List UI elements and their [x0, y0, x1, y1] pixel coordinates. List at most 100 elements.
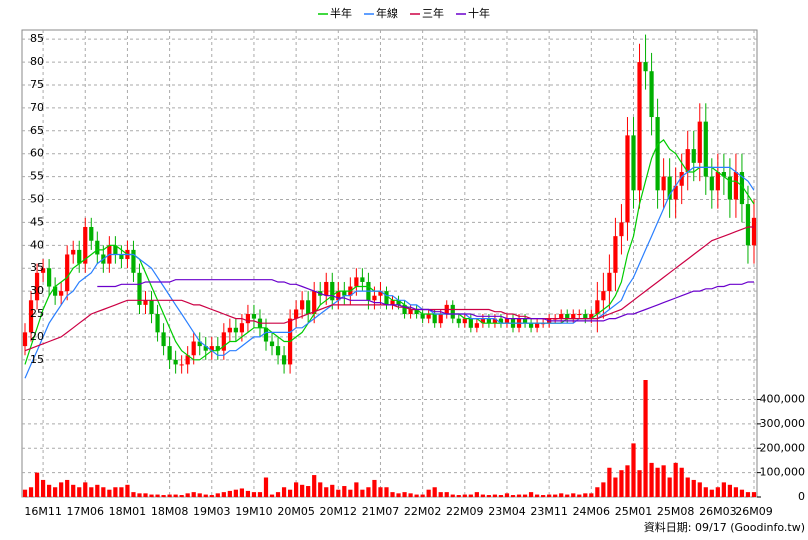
y-tick-label: 65 — [30, 124, 44, 137]
volume-bar — [143, 493, 148, 497]
candle-body — [281, 355, 287, 365]
candle-body — [390, 300, 395, 305]
y-tick-label: 20 — [30, 330, 44, 343]
volume-bar — [269, 494, 275, 497]
candle-body — [185, 355, 190, 365]
candle-body — [77, 249, 82, 264]
candle-body — [22, 332, 28, 347]
candle-body — [577, 314, 582, 316]
candle-body — [306, 300, 311, 315]
volume-bar — [577, 494, 582, 497]
candle-body — [119, 254, 124, 260]
volume-bar — [65, 479, 70, 497]
volume-bar — [733, 487, 739, 497]
candle-body — [113, 245, 118, 255]
volume-bar — [251, 492, 257, 497]
candle-body — [342, 291, 347, 296]
volume-bar — [47, 484, 52, 497]
candle-body — [504, 318, 510, 324]
candle-body — [408, 309, 413, 315]
candle-body — [619, 222, 624, 237]
volume-bar — [595, 487, 600, 497]
candle-body — [131, 249, 136, 273]
y2-tick-label: 400,000 — [760, 393, 806, 406]
volume-bar — [661, 465, 666, 497]
candle-body — [179, 364, 184, 366]
candle-body — [95, 240, 100, 255]
volume-bar — [631, 443, 636, 497]
candle-body — [571, 314, 576, 319]
candle-body — [601, 291, 606, 301]
candle-body — [745, 204, 751, 246]
candle-body — [667, 176, 672, 200]
candle-body — [396, 300, 401, 305]
volume-bar — [643, 380, 648, 497]
y-tick-label: 15 — [30, 353, 44, 366]
x-tick-label: 20M05 — [277, 505, 315, 518]
volume-bar — [215, 493, 220, 497]
volume-bar — [516, 494, 522, 497]
legend-label: 半年 — [330, 6, 352, 20]
volume-bar — [294, 482, 299, 497]
candle-body — [438, 314, 443, 324]
candle-body — [655, 117, 660, 191]
volume-bar — [432, 487, 437, 497]
volume-bar — [438, 492, 443, 497]
x-tick-label: 19M10 — [235, 505, 273, 518]
x-tick-label: 24M06 — [573, 505, 611, 518]
candle-body — [691, 149, 696, 163]
candle-body — [203, 346, 208, 351]
candle-body — [227, 327, 232, 333]
candle-body — [336, 291, 341, 301]
volume-bar — [191, 492, 196, 497]
volume-bar — [306, 486, 311, 497]
volume-bar — [378, 487, 383, 497]
candle-body — [685, 149, 690, 173]
x-tick-label: 21M07 — [362, 505, 400, 518]
x-tick-label: 18M08 — [151, 505, 189, 518]
volume-bar — [703, 487, 708, 497]
volume-bar — [95, 484, 100, 497]
candle-body — [721, 172, 726, 177]
volume-bar — [450, 494, 455, 497]
volume-bar — [22, 489, 28, 497]
y-tick-label: 30 — [30, 284, 44, 297]
volume-bar — [474, 492, 479, 497]
volume-bar — [281, 487, 287, 497]
volume-bar — [553, 494, 558, 497]
x-tick-label: 16M11 — [24, 505, 62, 518]
candle-body — [625, 135, 630, 223]
y-tick-label: 35 — [30, 261, 44, 274]
volume-bar — [715, 487, 720, 497]
candle-body — [173, 359, 178, 365]
volume-bar — [444, 492, 449, 497]
volume-bar — [131, 492, 136, 497]
volume-bar — [589, 493, 594, 497]
volume-bar — [167, 494, 172, 497]
volume-bar — [655, 467, 660, 497]
candle-body — [34, 272, 40, 301]
volume-bar — [402, 492, 407, 497]
volume-bar — [245, 490, 251, 497]
candle-body — [167, 346, 172, 360]
candle-body — [324, 281, 329, 296]
volume-bar — [408, 493, 413, 497]
candle-body — [251, 314, 257, 319]
candle-body — [83, 226, 88, 264]
volume-bar — [613, 477, 618, 497]
candle-body — [269, 341, 275, 347]
volume-bar — [528, 492, 534, 497]
y-tick-label: 70 — [30, 101, 44, 114]
volume-bar — [330, 484, 335, 497]
y2-tick-label: 300,000 — [760, 417, 806, 430]
candle-body — [161, 332, 166, 347]
candle-body — [456, 318, 461, 324]
volume-bar — [637, 470, 642, 497]
ma-line — [24, 166, 755, 379]
candle-body — [275, 346, 281, 356]
candle-body — [534, 323, 540, 328]
volume-bar — [318, 482, 323, 497]
candle-body — [739, 172, 745, 205]
x-tick-label: 23M04 — [488, 505, 526, 518]
volume-bar — [28, 487, 34, 497]
